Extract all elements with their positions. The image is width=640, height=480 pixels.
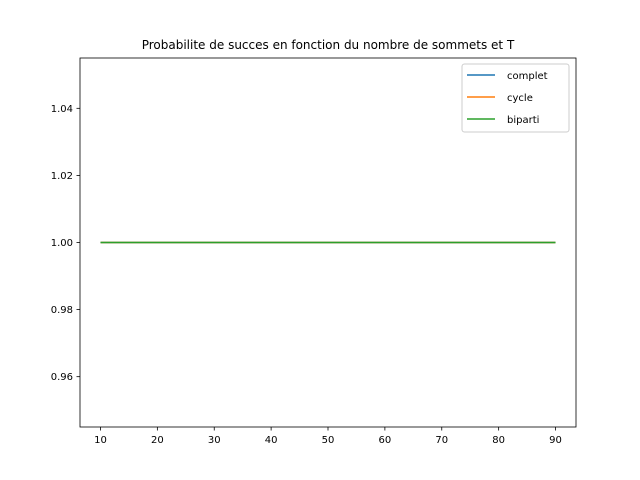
x-tick-label: 90 xyxy=(549,435,562,446)
x-tick-label: 70 xyxy=(435,435,448,446)
legend-label-biparti: biparti xyxy=(507,115,539,126)
legend: complet cycle biparti xyxy=(461,63,570,133)
x-tick-label: 10 xyxy=(94,435,107,446)
y-tick-label: 0.96 xyxy=(51,372,73,383)
x-axis: 10 20 30 40 50 60 70 80 90 xyxy=(94,427,562,446)
y-tick-label: 1.00 xyxy=(51,238,73,249)
legend-label-complet: complet xyxy=(507,71,548,82)
x-tick-label: 20 xyxy=(151,435,164,446)
y-axis: 0.96 0.98 1.00 1.02 1.04 xyxy=(51,104,80,383)
x-tick-label: 30 xyxy=(208,435,221,446)
x-tick-label: 80 xyxy=(492,435,505,446)
legend-label-cycle: cycle xyxy=(507,93,533,104)
x-tick-label: 60 xyxy=(379,435,392,446)
x-tick-label: 50 xyxy=(322,435,335,446)
chart-title: Probabilite de succes en fonction du nom… xyxy=(142,38,515,52)
x-tick-label: 40 xyxy=(265,435,278,446)
y-tick-label: 1.04 xyxy=(51,104,73,115)
y-tick-label: 0.98 xyxy=(51,305,73,316)
legend-box xyxy=(461,63,570,133)
y-tick-label: 1.02 xyxy=(51,171,73,182)
